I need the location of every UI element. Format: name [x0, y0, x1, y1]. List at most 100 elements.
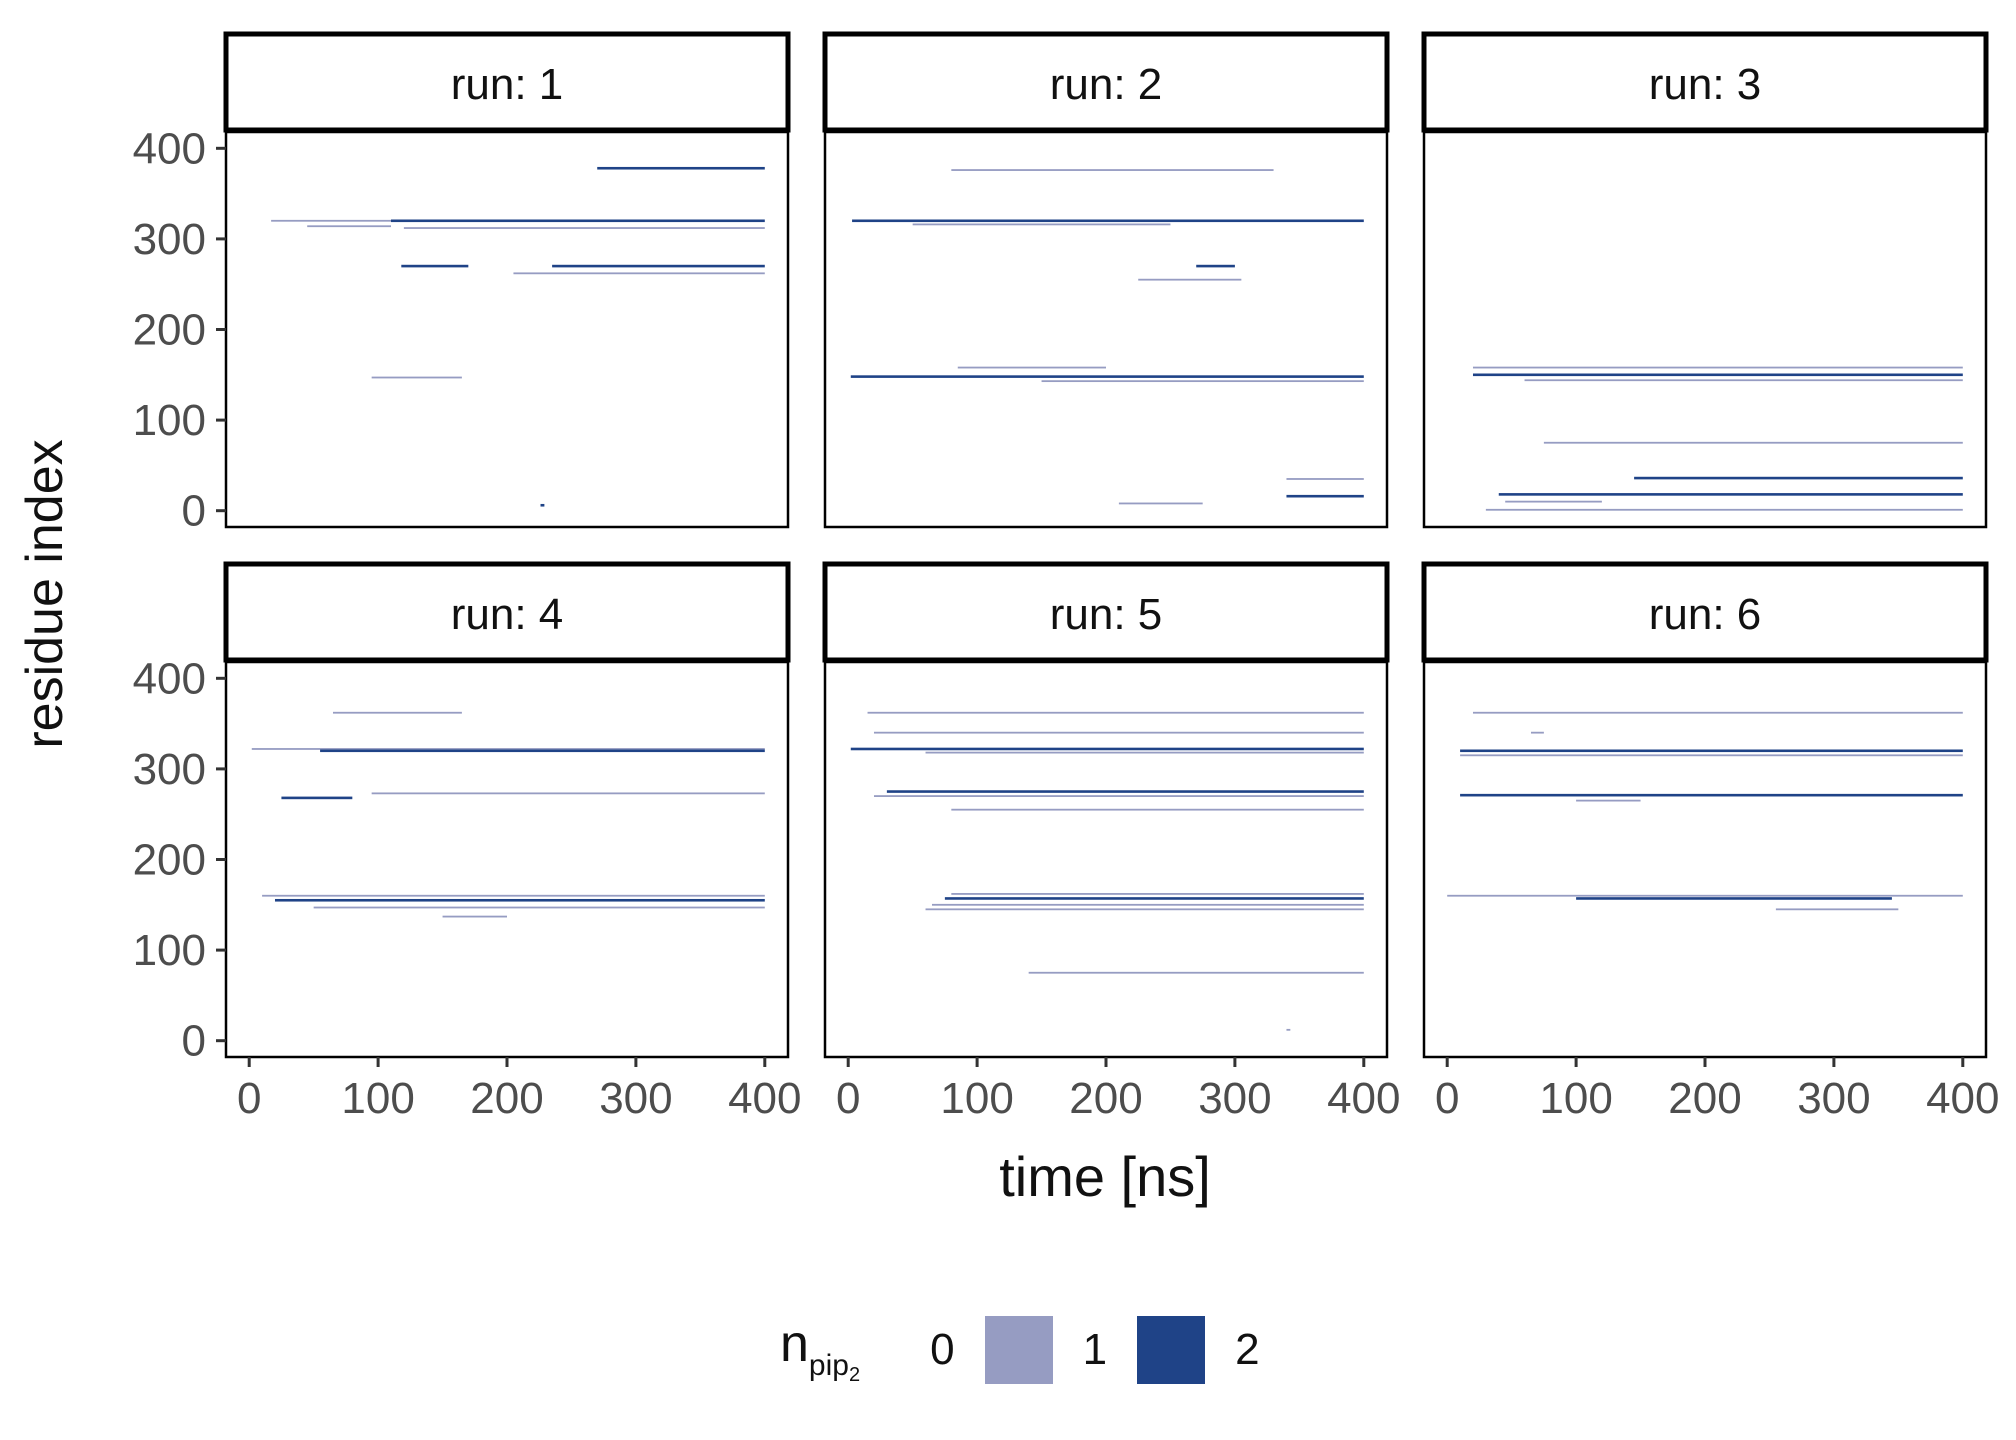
x-tick-label-4-0: 0: [237, 1074, 261, 1123]
facet-panel-3: run: 3: [1421, 31, 1989, 529]
facet-strip-3: [1421, 31, 1989, 133]
legend: npip2 0 1 2: [780, 1300, 1260, 1400]
contact-band-2-1: [852, 219, 1364, 223]
x-tick-label-6-1: 100: [1539, 1074, 1612, 1123]
contact-band-3-4: [1543, 441, 1963, 444]
y-tick-label-1-0: 0: [182, 487, 206, 536]
facet-strip-label-1: run: 1: [451, 60, 564, 109]
contact-band-2-3: [951, 169, 1274, 171]
contact-band-2-6: [957, 366, 1106, 369]
contact-band-6-7: [1576, 897, 1892, 900]
contact-band-1-6: [401, 264, 469, 268]
x-tick-label-5-1: 100: [940, 1074, 1013, 1123]
contact-band-6-5: [1576, 799, 1641, 802]
x-tick-label-5-3: 300: [1198, 1074, 1271, 1123]
panel-background-4: [226, 662, 788, 1057]
contact-band-3-3: [1524, 379, 1963, 382]
facet-panel-4: run: 4 0 100 200 300 400 0 100 200 300 400: [133, 561, 802, 1123]
y-tick-label-4-0: 0: [182, 1017, 206, 1066]
contact-band-2-2: [912, 223, 1171, 226]
facet-strip-5: [822, 561, 1390, 663]
contact-band-5-7: [951, 808, 1364, 811]
facet-strip-2: [822, 31, 1390, 133]
contact-band-1-8: [513, 272, 765, 275]
x-tick-label-6-4: 400: [1926, 1074, 1999, 1123]
contact-band-1-2: [390, 219, 765, 223]
contact-band-3-5: [1634, 476, 1963, 480]
contact-band-6-8: [1775, 908, 1899, 911]
panels-layer: run: 1 0 100 200 300 400 run: 2 run: 3 run: 4 0 10…: [133, 31, 2000, 1123]
contact-band-6-1: [1472, 711, 1963, 714]
legend-label-1: 1: [1082, 1325, 1108, 1374]
contact-band-1-5: [597, 166, 765, 170]
contact-band-5-13: [1286, 1028, 1291, 1031]
contact-band-3-7: [1505, 500, 1602, 503]
contact-band-5-9: [944, 897, 1364, 900]
contact-band-1-1: [271, 219, 391, 222]
contact-band-5-3: [850, 747, 1364, 751]
facet-panel-5: run: 5 0 100 200 300 400: [822, 561, 1401, 1123]
contact-band-4-1: [332, 711, 462, 714]
y-axis-title: residue index: [16, 439, 74, 748]
facet-strip-1: [223, 31, 791, 133]
contact-band-6-9: [1530, 731, 1544, 734]
contact-band-6-3: [1460, 754, 1963, 757]
contact-band-5-12: [1028, 971, 1364, 974]
panel-border-2: [823, 130, 1389, 529]
legend-label-2: 2: [1235, 1325, 1260, 1374]
contact-band-4-6: [262, 894, 765, 897]
y-tick-label-4-1: 100: [133, 926, 206, 975]
facet-strip-label-5: run: 5: [1050, 590, 1163, 639]
contact-band-4-3: [320, 749, 765, 753]
contact-band-2-7: [850, 375, 1364, 378]
contact-band-4-4: [371, 792, 765, 795]
x-tick-label-6-3: 300: [1797, 1074, 1870, 1123]
facet-panel-6: run: 6 0 100 200 300 400: [1421, 561, 2000, 1123]
facet-strip-4: [223, 561, 791, 663]
panel-border-3: [1422, 130, 1988, 529]
contact-band-2-11: [1118, 502, 1203, 505]
facet-panel-1: run: 1 0 100 200 300 400: [133, 31, 791, 536]
panel-background-1: [226, 132, 788, 527]
contact-band-5-6: [873, 795, 1364, 797]
contact-band-3-6: [1498, 493, 1963, 496]
contact-band-1-4: [403, 227, 765, 229]
y-tick-label-1-4: 400: [133, 124, 206, 173]
contact-band-1-10: [540, 503, 545, 507]
contact-band-4-7: [274, 898, 765, 902]
contact-band-4-9: [442, 915, 507, 918]
contact-band-5-11: [925, 908, 1364, 911]
legend-label-0: 0: [930, 1325, 955, 1374]
contact-band-2-10: [1286, 494, 1364, 498]
contact-band-3-1: [1472, 366, 1963, 369]
x-tick-label-5-2: 200: [1069, 1074, 1142, 1123]
contact-band-1-3: [307, 225, 391, 228]
contact-band-4-8: [313, 906, 765, 909]
x-tick-label-4-1: 100: [341, 1074, 414, 1123]
legend-title-main: n: [780, 1314, 809, 1373]
contact-band-1-7: [552, 264, 765, 268]
x-tick-label-6-0: 0: [1435, 1074, 1459, 1123]
y-tick-label-4-4: 400: [133, 654, 206, 703]
facet-strip-label-2: run: 2: [1050, 60, 1163, 109]
contact-band-5-1: [867, 711, 1364, 714]
contact-band-3-2: [1472, 373, 1963, 377]
x-tick-label-4-3: 300: [599, 1074, 672, 1123]
y-tick-label-4-2: 200: [133, 836, 206, 885]
contact-band-4-2: [251, 748, 765, 750]
y-tick-label-1-3: 300: [133, 215, 206, 264]
facet-strip-label-6: run: 6: [1649, 590, 1762, 639]
x-tick-label-6-2: 200: [1668, 1074, 1741, 1123]
facet-strip-label-4: run: 4: [451, 590, 564, 639]
contact-band-5-8: [951, 893, 1364, 895]
contact-band-4-5: [281, 796, 353, 800]
y-tick-label-4-3: 300: [133, 745, 206, 794]
contact-band-2-8: [1041, 380, 1364, 383]
legend-title-sub: pip: [808, 1348, 849, 1382]
x-tick-label-5-4: 400: [1327, 1074, 1400, 1123]
y-tick-label-1-2: 200: [133, 306, 206, 355]
x-axis-title: time [ns]: [999, 1145, 1211, 1208]
x-tick-label-4-4: 400: [728, 1074, 801, 1123]
y-tick-label-1-1: 100: [133, 396, 206, 445]
contact-band-2-4: [1196, 264, 1235, 268]
